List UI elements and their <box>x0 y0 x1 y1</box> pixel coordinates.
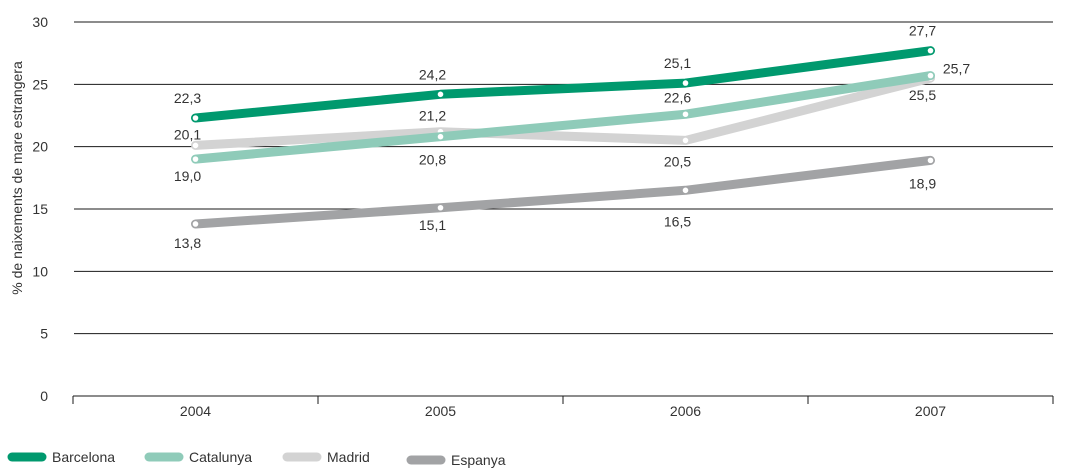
data-label: 24,2 <box>419 66 446 82</box>
data-label: 19,0 <box>174 168 201 184</box>
data-point <box>192 115 199 121</box>
data-label: 25,7 <box>943 61 970 77</box>
x-tick-label: 2007 <box>915 403 946 419</box>
data-point <box>437 204 444 211</box>
legend-label: Espanya <box>451 452 506 468</box>
legend-label: Barcelona <box>52 449 115 465</box>
data-label: 27,7 <box>909 23 936 39</box>
y-tick-label: 25 <box>32 76 48 92</box>
y-tick-label: 0 <box>40 388 48 404</box>
data-label: 25,1 <box>664 55 691 71</box>
legend-label: Catalunya <box>189 449 252 465</box>
data-point <box>192 221 199 227</box>
series-line-madrid <box>191 73 935 150</box>
data-point <box>927 72 934 79</box>
x-tick-label: 2006 <box>670 403 701 419</box>
data-point <box>682 137 689 144</box>
data-point <box>192 156 199 162</box>
y-tick-label: 30 <box>32 14 48 30</box>
legend: Barcelona Catalunya Madrid Espanya <box>7 449 506 468</box>
y-axis-label: % de naixements de mare estrangera <box>9 61 25 295</box>
y-tick-label: 5 <box>40 326 48 342</box>
data-label: 13,8 <box>174 235 201 251</box>
y-tick-label: 10 <box>32 263 48 279</box>
x-axis: 2004 2005 2006 2007 <box>72 395 1054 419</box>
data-label: 20,1 <box>174 126 201 142</box>
data-label: 18,9 <box>909 175 936 191</box>
legend-label: Madrid <box>327 449 370 465</box>
data-labels: 22,3 24,2 25,1 27,7 19,0 20,8 22,6 25,7 20,1 21,2… <box>174 23 970 251</box>
data-point <box>437 91 444 98</box>
data-label: 22,3 <box>174 90 201 106</box>
data-point <box>437 133 444 140</box>
grid-lines <box>74 21 1053 335</box>
data-point <box>192 142 199 149</box>
y-tick-label: 20 <box>32 139 48 155</box>
series-line-espanya <box>191 155 935 229</box>
series-line-barcelona <box>191 46 935 123</box>
y-axis: 0 5 10 15 20 25 30 <box>32 14 48 404</box>
data-point <box>927 157 934 164</box>
series-line-catalunya <box>191 71 935 164</box>
series-lines <box>191 46 935 229</box>
data-point <box>927 47 934 54</box>
data-label: 20,5 <box>664 153 691 169</box>
data-label: 16,5 <box>664 213 691 229</box>
x-tick-label: 2004 <box>180 403 211 419</box>
data-point <box>682 187 689 194</box>
y-tick-label: 15 <box>32 201 48 217</box>
data-point <box>682 111 689 118</box>
data-label: 22,6 <box>664 89 691 105</box>
x-tick-label: 2005 <box>425 403 456 419</box>
data-label: 20,8 <box>419 152 446 168</box>
data-label: 25,5 <box>909 87 936 103</box>
data-label: 15,1 <box>419 217 446 233</box>
data-label: 21,2 <box>419 108 446 124</box>
data-point <box>682 80 689 86</box>
